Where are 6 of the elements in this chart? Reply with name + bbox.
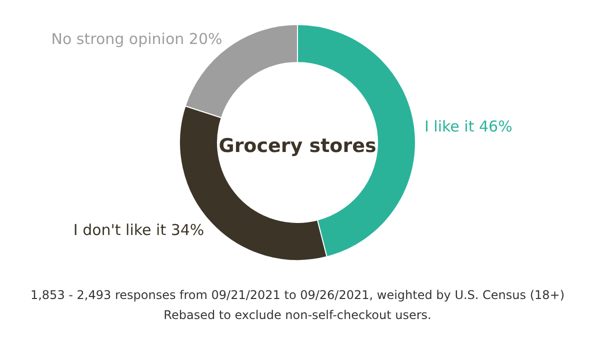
text: Grocery stores — [218, 135, 376, 157]
text: 1,853 - 2,493 responses from 09/21/2021 to 09/26/2021, weighted by U.S. Census (18+) — [29, 287, 566, 304]
slice-label: I don't like it 34% — [73, 221, 204, 240]
slice-label: No strong opinion 20% — [51, 30, 222, 48]
slice-label: I like it 46% — [424, 117, 512, 136]
text: Rebased to exclude non-self-checkout users. — [162, 307, 432, 324]
